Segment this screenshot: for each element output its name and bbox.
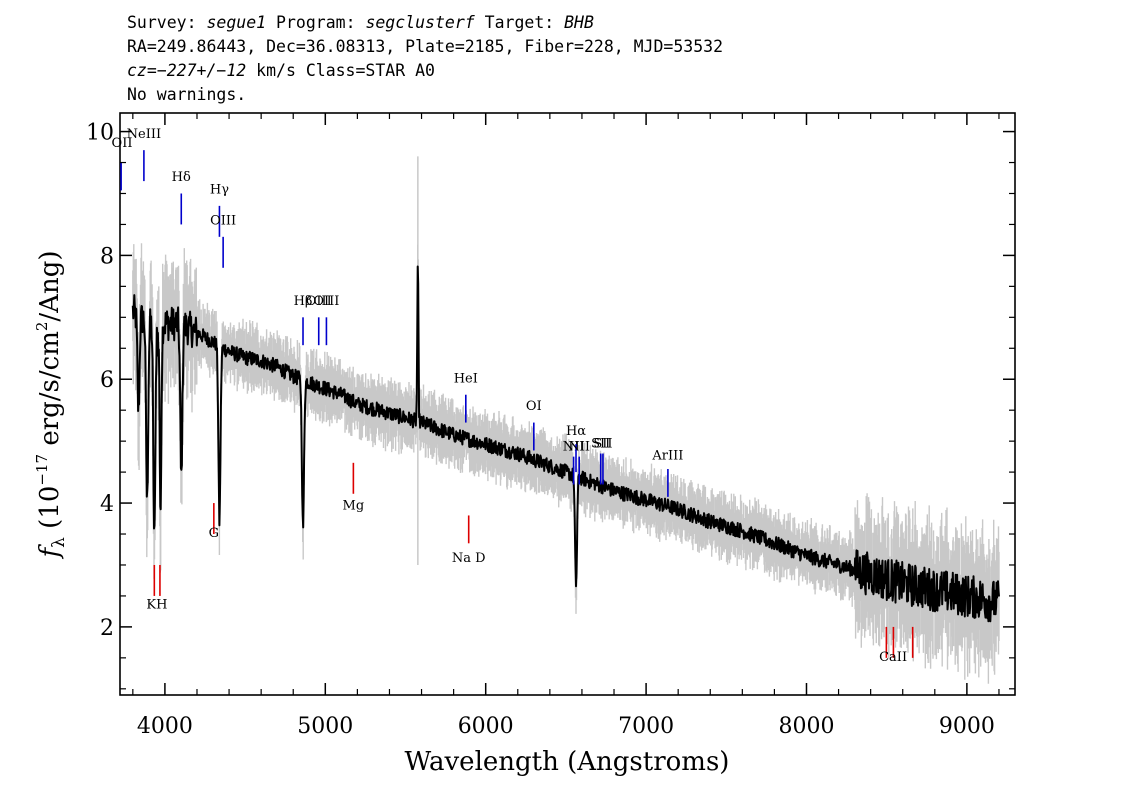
- emission-line-label: NII: [563, 439, 585, 454]
- header-line-survey: Survey: segue1 Program: segclusterf Targ…: [127, 11, 723, 35]
- survey-value: segue1: [206, 13, 267, 32]
- cz-value: −227+/−12: [156, 61, 247, 80]
- header-line-redshift: cz=−227+/−12 km/s Class=STAR A0: [127, 59, 723, 83]
- x-tick-label: 6000: [458, 714, 514, 739]
- emission-line-label: ArIII: [651, 449, 683, 464]
- spectrum-header: Survey: segue1 Program: segclusterf Targ…: [127, 11, 723, 107]
- absorption-line-label: KH: [146, 597, 167, 612]
- program-value: segclusterf: [365, 13, 475, 32]
- x-tick-label: 4000: [137, 714, 193, 739]
- y-axis-title-group: fλ (10−17 erg/s/cm2/Ang): [33, 251, 69, 560]
- emission-line-label: NII: [568, 439, 590, 454]
- emission-line-label: HeI: [454, 371, 478, 386]
- emission-line-label: Hγ: [210, 182, 229, 197]
- emission-line-label: OIII: [313, 294, 339, 309]
- emission-line-label: NeIII: [127, 127, 161, 142]
- x-tick-label: 9000: [939, 714, 995, 739]
- emission-line-label: SII: [593, 436, 612, 451]
- x-tick-label: 5000: [297, 714, 353, 739]
- target-value: BHB: [564, 13, 594, 32]
- class-text: km/s Class=STAR A0: [246, 61, 435, 80]
- emission-line-label: OIII: [210, 213, 236, 228]
- target-label: Target:: [474, 13, 565, 32]
- emission-line-label: Hα: [566, 424, 586, 439]
- y-tick-label: 6: [100, 368, 114, 393]
- header-line-coords: RA=249.86443, Dec=36.08313, Plate=2185, …: [127, 37, 724, 56]
- program-label: Program:: [266, 13, 366, 32]
- emission-line-label: Hδ: [172, 170, 191, 185]
- emission-line-label: Hβ: [294, 294, 313, 309]
- axis-ticks: 4000 5000 6000 7000 8000 9000 2 4 6 8 10: [86, 113, 1015, 739]
- emission-line-label: SII: [591, 436, 610, 451]
- spectrum-line: [131, 265, 1000, 623]
- spectrum-series: [131, 265, 1000, 623]
- survey-label: Survey:: [127, 13, 207, 32]
- plot-frame: [119, 112, 1016, 696]
- y-tick-label: 10: [86, 121, 114, 146]
- emission-line-label: OI: [526, 399, 542, 414]
- absorption-line-label: CaII: [879, 650, 907, 665]
- emission-line-label: OII: [112, 136, 133, 151]
- noise-band-path: [132, 243, 1000, 684]
- y-tick-label: 4: [100, 492, 114, 517]
- noise-band: [132, 156, 1000, 684]
- y-tick-label: 2: [100, 616, 114, 641]
- emission-line-label: OIII: [306, 294, 332, 309]
- header-line-warnings: No warnings.: [127, 85, 247, 104]
- x-tick-label: 7000: [618, 714, 674, 739]
- absorption-line-label: G: [209, 526, 219, 541]
- x-axis-title: Wavelength (Angstroms): [405, 747, 730, 777]
- y-tick-label: 8: [100, 244, 114, 269]
- x-tick-label: 8000: [778, 714, 834, 739]
- absorption-line-label: Mg: [343, 498, 365, 513]
- absorption-line-label: Na D: [452, 551, 486, 566]
- cz-label: cz=: [127, 61, 157, 80]
- y-axis-title: fλ (10−17 erg/s/cm2/Ang): [33, 251, 69, 560]
